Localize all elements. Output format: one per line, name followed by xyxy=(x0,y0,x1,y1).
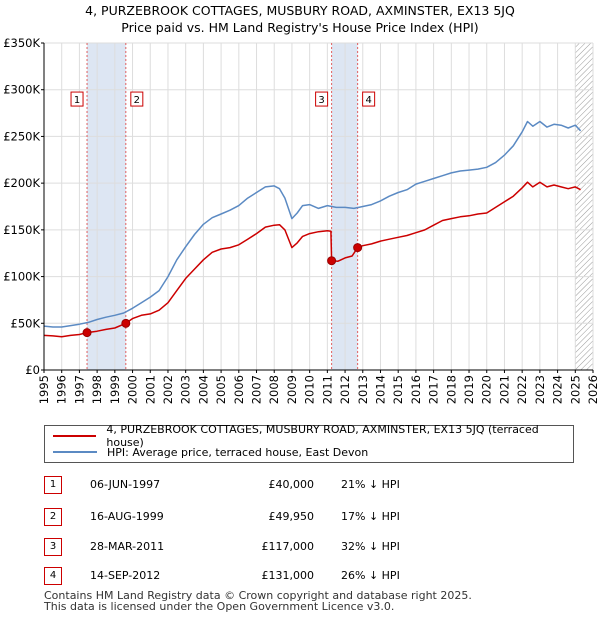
shaded-range xyxy=(87,43,126,370)
x-tick-label: 2011 xyxy=(320,375,334,404)
transaction-dot xyxy=(82,328,92,338)
x-tick-label: 2026 xyxy=(586,375,600,404)
transaction-price: £131,000 xyxy=(261,569,315,582)
x-tick-label: 2023 xyxy=(533,375,547,404)
x-tick-label: 2003 xyxy=(179,375,193,404)
y-tick-label: £100K xyxy=(3,270,40,284)
transaction-price: £49,950 xyxy=(268,510,315,523)
transaction-marker-box xyxy=(70,91,84,107)
x-tick-label: 2013 xyxy=(356,375,370,404)
x-tick-label: 2016 xyxy=(409,375,423,404)
legend-label-hpi: HPI: Average price, terraced house, East… xyxy=(107,445,369,459)
transaction-marker-box xyxy=(362,91,376,107)
x-tick-label: 2012 xyxy=(338,375,352,404)
footer-licence: This data is licensed under the Open Gov… xyxy=(44,600,395,613)
transaction-dot xyxy=(121,318,131,328)
y-tick-label: £150K xyxy=(3,223,40,237)
transaction-marker-label: 4 xyxy=(365,95,371,106)
footer: Contains HM Land Registry data © Crown c… xyxy=(44,590,472,612)
x-tick-label: 1995 xyxy=(37,375,51,404)
transaction-marker-box xyxy=(315,91,329,107)
transaction-marker-label: 1 xyxy=(74,95,80,106)
x-tick-label: 2010 xyxy=(303,375,317,404)
transaction-hpi: 17% ↓ HPI xyxy=(341,510,400,523)
legend-label-property: 4, PURZEBROOK COTTAGES, MUSBURY ROAD, AX… xyxy=(106,423,539,449)
x-tick-label: 2000 xyxy=(126,375,140,404)
x-tick-label: 2009 xyxy=(285,375,299,404)
transaction-row: 4 14-SEP-2012 £131,000 26% ↓ HPI xyxy=(44,567,564,585)
transaction-row: 2 16-AUG-1999 £49,950 17% ↓ HPI xyxy=(44,508,564,526)
price-chart: 1 2 3 4 £0 £50K £100K £150K £200K £250K £300K £350… xyxy=(3,36,600,404)
series-line-hpi xyxy=(43,120,582,328)
y-tick-label: £0 xyxy=(25,363,40,377)
transaction-date: 16-AUG-1999 xyxy=(90,510,164,523)
transaction-hpi: 32% ↓ HPI xyxy=(341,540,400,553)
series-line-property xyxy=(43,181,581,338)
x-tick-label: 2005 xyxy=(214,375,228,404)
x-tick-label: 2017 xyxy=(427,375,441,404)
transaction-marker-box xyxy=(130,91,144,107)
x-tick-label: 2019 xyxy=(462,375,476,404)
y-tick-label: £50K xyxy=(11,316,41,330)
transaction-date: 28-MAR-2011 xyxy=(90,540,165,553)
title-line-2: Price paid vs. HM Land Registry's House … xyxy=(121,20,479,35)
y-tick-label: £250K xyxy=(3,129,40,143)
x-tick-label: 2025 xyxy=(568,375,582,404)
y-tick-label: £350K xyxy=(3,36,40,50)
y-tick-label: £200K xyxy=(3,176,40,190)
x-tick-label: 1998 xyxy=(90,375,104,404)
transaction-marker-label: 2 xyxy=(134,95,140,106)
x-tick-label: 2018 xyxy=(444,375,458,404)
x-tick-label: 2006 xyxy=(232,375,246,404)
transaction-dot xyxy=(327,256,337,266)
future-hatch xyxy=(575,43,593,370)
x-tick-label: 2001 xyxy=(143,375,157,404)
x-tick-label: 2004 xyxy=(196,375,210,404)
transaction-hpi: 26% ↓ HPI xyxy=(341,569,400,582)
y-tick-label: £300K xyxy=(3,83,40,97)
chart-title: 4, PURZEBROOK COTTAGES, MUSBURY ROAD, AX… xyxy=(0,2,600,36)
transaction-dot xyxy=(353,243,363,253)
x-tick-label: 2002 xyxy=(161,375,175,404)
x-tick-label: 2007 xyxy=(250,375,264,404)
transaction-price: £117,000 xyxy=(261,540,315,553)
x-tick-label: 1997 xyxy=(72,375,86,404)
x-tick-label: 2021 xyxy=(497,375,511,404)
legend-swatch-blue xyxy=(53,451,97,453)
transaction-hpi: 21% ↓ HPI xyxy=(341,478,400,491)
legend-row-property: 4, PURZEBROOK COTTAGES, MUSBURY ROAD, AX… xyxy=(53,423,573,449)
x-tick-label: 1996 xyxy=(55,375,69,404)
transaction-row: 3 28-MAR-2011 £117,000 32% ↓ HPI xyxy=(44,538,564,556)
legend-row-hpi: HPI: Average price, terraced house, East… xyxy=(53,444,368,460)
x-tick-label: 2015 xyxy=(391,375,405,404)
legend-swatch-red xyxy=(53,435,97,437)
x-tick-label: 2024 xyxy=(551,375,565,404)
transaction-number: 2 xyxy=(44,508,62,526)
x-tick-label: 2022 xyxy=(515,375,529,404)
x-tick-label: 1999 xyxy=(108,375,122,404)
transaction-marker-label: 3 xyxy=(318,95,324,106)
transaction-row: 1 06-JUN-1997 £40,000 21% ↓ HPI xyxy=(44,476,564,494)
transaction-number: 4 xyxy=(44,567,62,585)
transaction-number: 3 xyxy=(44,538,62,556)
transaction-date: 06-JUN-1997 xyxy=(90,478,161,491)
transaction-number: 1 xyxy=(44,476,62,494)
transaction-price: £40,000 xyxy=(268,478,315,491)
title-line-1: 4, PURZEBROOK COTTAGES, MUSBURY ROAD, AX… xyxy=(85,3,515,18)
x-tick-label: 2020 xyxy=(480,375,494,404)
x-tick-label: 2008 xyxy=(267,375,281,404)
x-tick-label: 2014 xyxy=(373,375,387,404)
footer-copyright: Contains HM Land Registry data © Crown c… xyxy=(44,589,472,602)
legend: 4, PURZEBROOK COTTAGES, MUSBURY ROAD, AX… xyxy=(44,423,574,463)
transaction-date: 14-SEP-2012 xyxy=(90,569,161,582)
